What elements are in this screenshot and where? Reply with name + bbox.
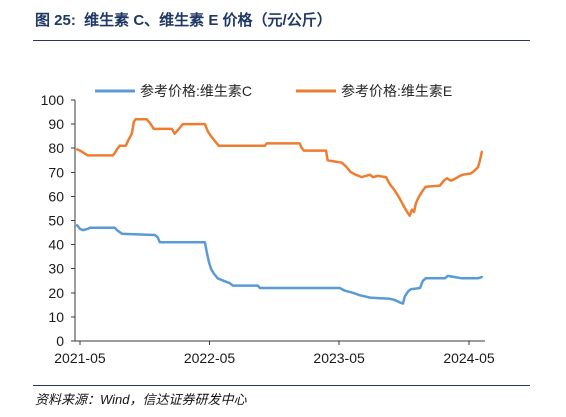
x-tick-label-2022-05: 2022-05 — [184, 350, 236, 366]
title-divider — [33, 40, 530, 41]
series-line-vitamin-c — [75, 224, 484, 305]
chart-title: 图 25: 维生素 C、维生素 E 价格（元/公斤） — [35, 12, 332, 29]
source-divider — [33, 385, 530, 386]
x-tick-label-2024-05: 2024-05 — [443, 350, 495, 366]
y-tick-label-60: 60 — [48, 188, 64, 204]
y-tick-label-0: 0 — [56, 333, 64, 349]
legend-label-vitamin-e: 参考价格:维生素E — [341, 83, 452, 99]
x-tick-label-2021-05: 2021-05 — [54, 350, 106, 366]
y-tick-label-80: 80 — [48, 140, 64, 156]
x-tick-label-2023-05: 2023-05 — [313, 350, 365, 366]
source-note: 资料来源：Wind，信达证券研发中心 — [35, 392, 247, 407]
series-line-vitamin-e — [75, 118, 484, 217]
y-tick-label-20: 20 — [48, 285, 64, 301]
y-tick-label-100: 100 — [41, 92, 65, 108]
y-tick-label-30: 30 — [48, 261, 64, 277]
y-tick-label-50: 50 — [48, 213, 64, 229]
y-tick-label-10: 10 — [48, 309, 64, 325]
y-tick-label-90: 90 — [48, 116, 64, 132]
y-tick-label-40: 40 — [48, 237, 64, 253]
y-tick-label-70: 70 — [48, 164, 64, 180]
legend-label-vitamin-c: 参考价格:维生素C — [140, 83, 252, 99]
